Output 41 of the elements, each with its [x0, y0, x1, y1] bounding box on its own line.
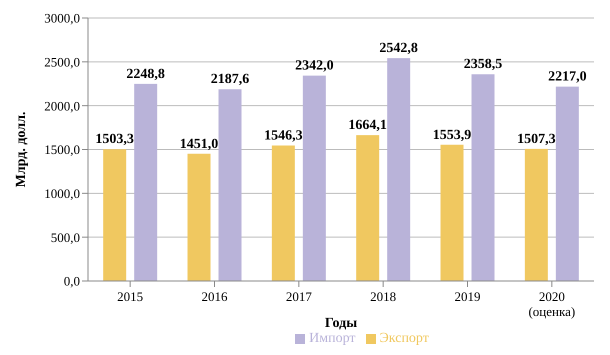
- x-tick-label: 2020 (оценка): [528, 289, 576, 319]
- x-axis-title: Годы: [324, 316, 358, 331]
- y-axis-title: Млрд. долл.: [14, 112, 29, 188]
- data-label: 1451,0: [180, 136, 218, 152]
- bar: [218, 89, 242, 281]
- legend-label: Импорт: [309, 331, 356, 346]
- x-tick-label: 2019: [454, 289, 480, 304]
- y-tick-label: 0,0: [64, 274, 80, 289]
- data-label: 2187,6: [210, 72, 250, 88]
- y-tick-label: 1000,0: [44, 186, 80, 201]
- bar: [524, 148, 548, 281]
- data-label: 1664,1: [348, 118, 387, 134]
- data-label: 2542,8: [379, 41, 418, 56]
- y-tick-label: 2000,0: [44, 98, 80, 114]
- y-tick-label: 1500,0: [44, 142, 80, 158]
- data-label: 2342,0: [295, 58, 334, 74]
- y-tick-label: 500,0: [50, 230, 80, 245]
- data-label: 2217,0: [548, 70, 587, 85]
- bar: [440, 144, 464, 281]
- bar: [387, 58, 410, 281]
- bar: [356, 135, 380, 281]
- data-label: 1553,9: [432, 128, 472, 143]
- x-tick-label: 2017: [286, 289, 312, 304]
- bar: [272, 145, 295, 281]
- x-tick-label: 2015: [117, 289, 144, 304]
- x-tick-label: 2018: [370, 289, 396, 304]
- bar: [134, 84, 158, 281]
- y-tick-label: 3000,0: [44, 10, 80, 26]
- legend-label: Экспорт: [380, 331, 429, 346]
- data-label: 2248,8: [126, 66, 165, 82]
- bar: [188, 154, 211, 281]
- data-label: 1546,3: [264, 128, 303, 144]
- data-label: 1503,3: [95, 132, 134, 148]
- bar: [556, 86, 579, 281]
- data-label: 2358,5: [464, 57, 502, 72]
- bar: [103, 149, 126, 281]
- bar: [302, 76, 326, 281]
- x-tick-label: 2016: [202, 289, 228, 304]
- data-label: 1507,3: [517, 132, 556, 147]
- y-tick-label: 2500,0: [44, 54, 80, 70]
- bar: [472, 74, 495, 281]
